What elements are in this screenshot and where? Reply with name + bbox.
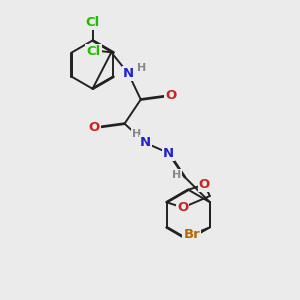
- Text: O: O: [166, 89, 177, 103]
- Text: Cl: Cl: [85, 16, 100, 29]
- Text: N: N: [123, 67, 134, 80]
- Text: Br: Br: [183, 228, 200, 241]
- Text: O: O: [199, 178, 210, 191]
- Text: O: O: [88, 121, 100, 134]
- Text: H: H: [172, 170, 181, 180]
- Text: H: H: [132, 129, 142, 139]
- Text: N: N: [163, 147, 174, 160]
- Text: H: H: [137, 63, 146, 73]
- Text: O: O: [177, 201, 188, 214]
- Text: N: N: [140, 136, 151, 149]
- Text: Cl: Cl: [86, 45, 100, 58]
